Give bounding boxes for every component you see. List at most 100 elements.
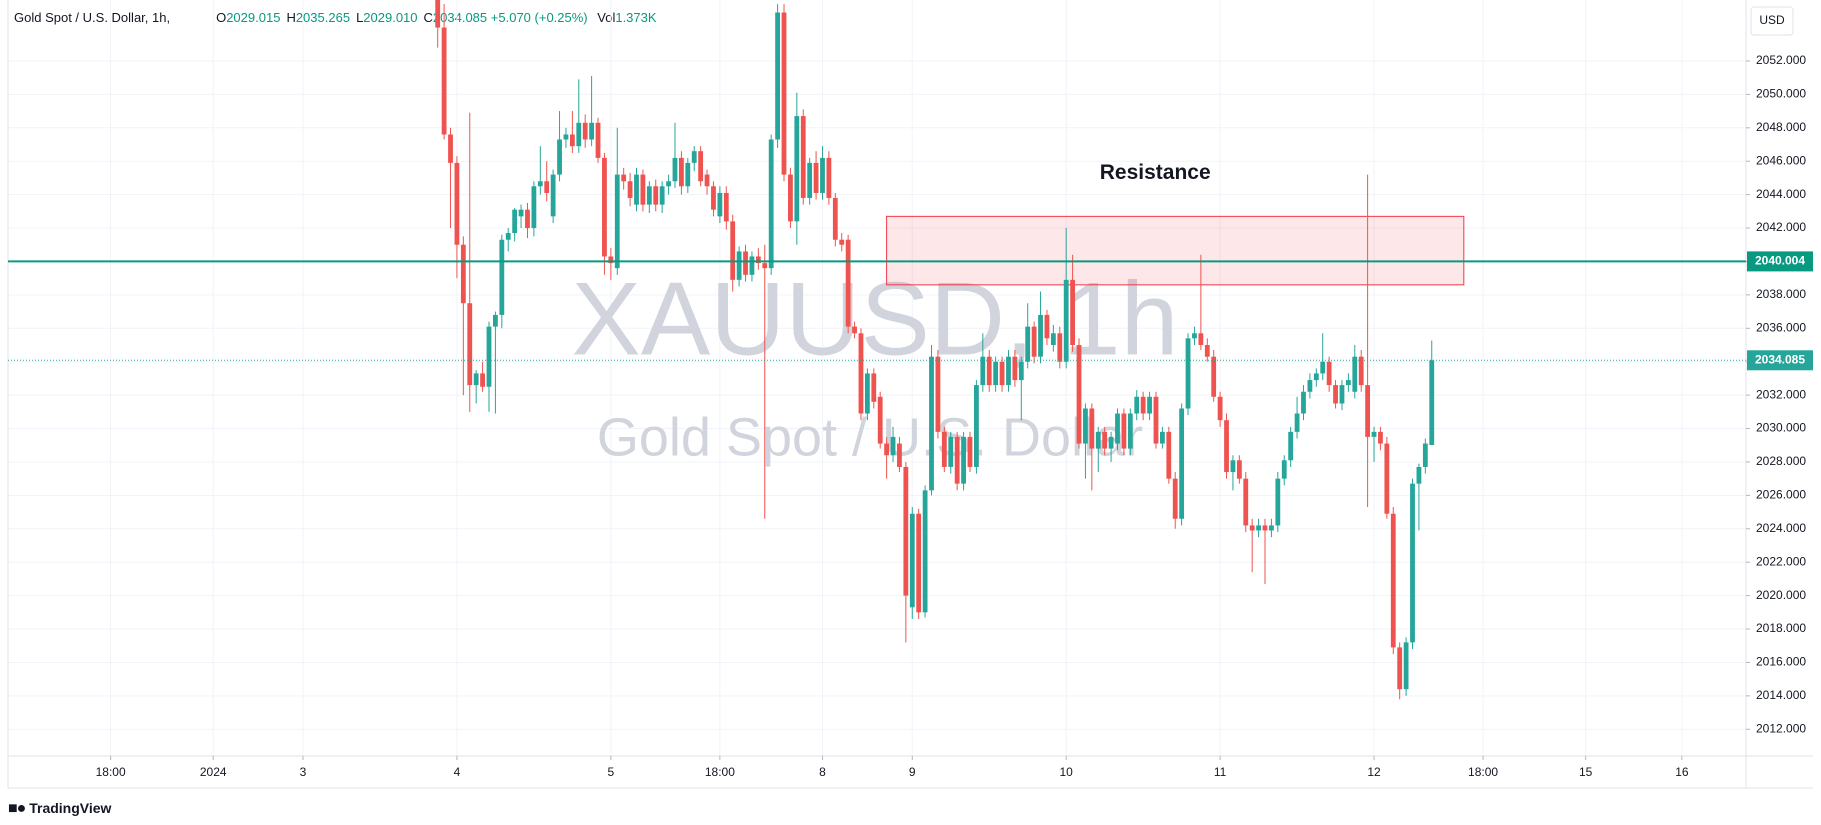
candle-body — [1006, 356, 1011, 386]
candle-body — [1275, 478, 1281, 526]
candle-body — [1307, 380, 1313, 392]
last-price-label: 2034.085 — [1755, 352, 1805, 366]
legend-value: 2029.010 — [363, 10, 418, 25]
candle-body — [1012, 356, 1018, 381]
candle-body — [1089, 408, 1095, 449]
x-tick-label: 10 — [1060, 765, 1074, 779]
legend-value: 2035.265 — [295, 10, 351, 25]
currency: USD — [1759, 13, 1785, 27]
y-tick-label: 2046.000 — [1756, 153, 1806, 167]
y-tick-label: 2022.000 — [1756, 554, 1806, 568]
candle-body — [916, 513, 922, 613]
candle-body — [1198, 333, 1204, 345]
candle-body — [1410, 483, 1415, 643]
legend-value: 2034.085 — [432, 10, 488, 25]
candle-body — [1063, 279, 1069, 362]
candle-body — [839, 239, 845, 245]
candle-body — [1422, 443, 1428, 467]
candle-body — [1313, 373, 1319, 381]
candle-body — [723, 192, 729, 222]
watermark-name: Gold Spot / U.S. Dollar — [597, 407, 1143, 467]
candle-body — [922, 490, 928, 613]
candle-body — [762, 263, 768, 269]
candle-body — [608, 256, 614, 264]
candle-body — [1294, 413, 1300, 432]
candle-body — [627, 181, 633, 198]
candle-body — [749, 256, 755, 275]
logo[interactable]: ■● TradingView — [8, 800, 111, 818]
candle-body — [711, 186, 716, 210]
candle-body — [1070, 279, 1076, 345]
candle-body — [986, 356, 992, 386]
candle-body — [999, 361, 1005, 386]
candle-body — [832, 197, 838, 240]
y-tick-label: 2028.000 — [1756, 454, 1806, 468]
candle-body — [1038, 314, 1043, 357]
candle-body — [678, 157, 684, 187]
candle-body — [537, 181, 543, 187]
candle-body — [1262, 525, 1268, 531]
candle-body — [634, 174, 639, 205]
candle-body — [1403, 642, 1409, 690]
candle-body — [820, 157, 825, 193]
candle-body — [666, 181, 671, 187]
candle-body — [717, 192, 723, 217]
candle-body — [621, 174, 627, 182]
x-tick-label: 16 — [1675, 765, 1689, 779]
y-tick-label: 2014.000 — [1756, 688, 1806, 702]
y-tick-label: 2038.000 — [1756, 287, 1806, 301]
candle-body — [858, 333, 864, 414]
legend-key: O — [216, 10, 227, 25]
currency-box[interactable] — [1750, 6, 1794, 36]
candle-body — [480, 373, 485, 387]
candle-body — [1217, 396, 1223, 421]
candle-body — [1153, 396, 1159, 444]
candle-body — [1166, 431, 1172, 479]
candle-body — [691, 151, 697, 163]
candle-body — [909, 513, 915, 608]
candle-body — [1281, 460, 1287, 479]
legend-key: H — [286, 10, 296, 25]
candle-body — [877, 396, 883, 444]
legend-value: 2029.015 — [226, 10, 281, 25]
candle-body — [704, 174, 710, 187]
candle-body — [852, 326, 857, 334]
candle-body — [864, 373, 870, 414]
volume: 1.373K — [615, 10, 657, 25]
candle-body — [525, 209, 530, 229]
x-tick-label: 3 — [300, 765, 307, 779]
resistance-label: Resistance — [1100, 161, 1211, 184]
candle-body — [1384, 443, 1390, 514]
candle-body — [614, 174, 620, 269]
x-tick-label: 15 — [1579, 765, 1593, 779]
y-tick-label: 2016.000 — [1756, 655, 1806, 669]
candle-body — [1192, 333, 1197, 339]
candle-body — [1095, 431, 1101, 449]
candle-body — [807, 162, 813, 198]
candle-body — [531, 186, 537, 229]
candle-body — [736, 251, 742, 280]
candle-body — [1211, 356, 1217, 397]
candle-body — [672, 157, 678, 182]
candle-body — [1057, 333, 1063, 362]
candle-body — [1127, 413, 1133, 449]
grid — [8, 0, 1746, 756]
candle-body — [1352, 356, 1358, 392]
candle-body — [1179, 408, 1185, 519]
y-tick-label: 2050.000 — [1756, 87, 1806, 101]
candle-body — [582, 122, 588, 140]
candle-body — [499, 239, 505, 315]
candle-body — [845, 239, 851, 327]
hline-price-label: 2040.004 — [1755, 254, 1805, 268]
y-tick-label: 2030.000 — [1756, 421, 1806, 435]
candle-body — [800, 116, 806, 198]
y-tick-label: 2012.000 — [1756, 721, 1806, 735]
ohlc: O2029.015 H2035.265 L2029.010 C2034.085 — [210, 10, 487, 25]
candle-body — [1224, 420, 1229, 472]
y-tick-label: 2020.000 — [1756, 588, 1806, 602]
candle-body — [1018, 361, 1024, 381]
candle-body — [653, 186, 659, 205]
